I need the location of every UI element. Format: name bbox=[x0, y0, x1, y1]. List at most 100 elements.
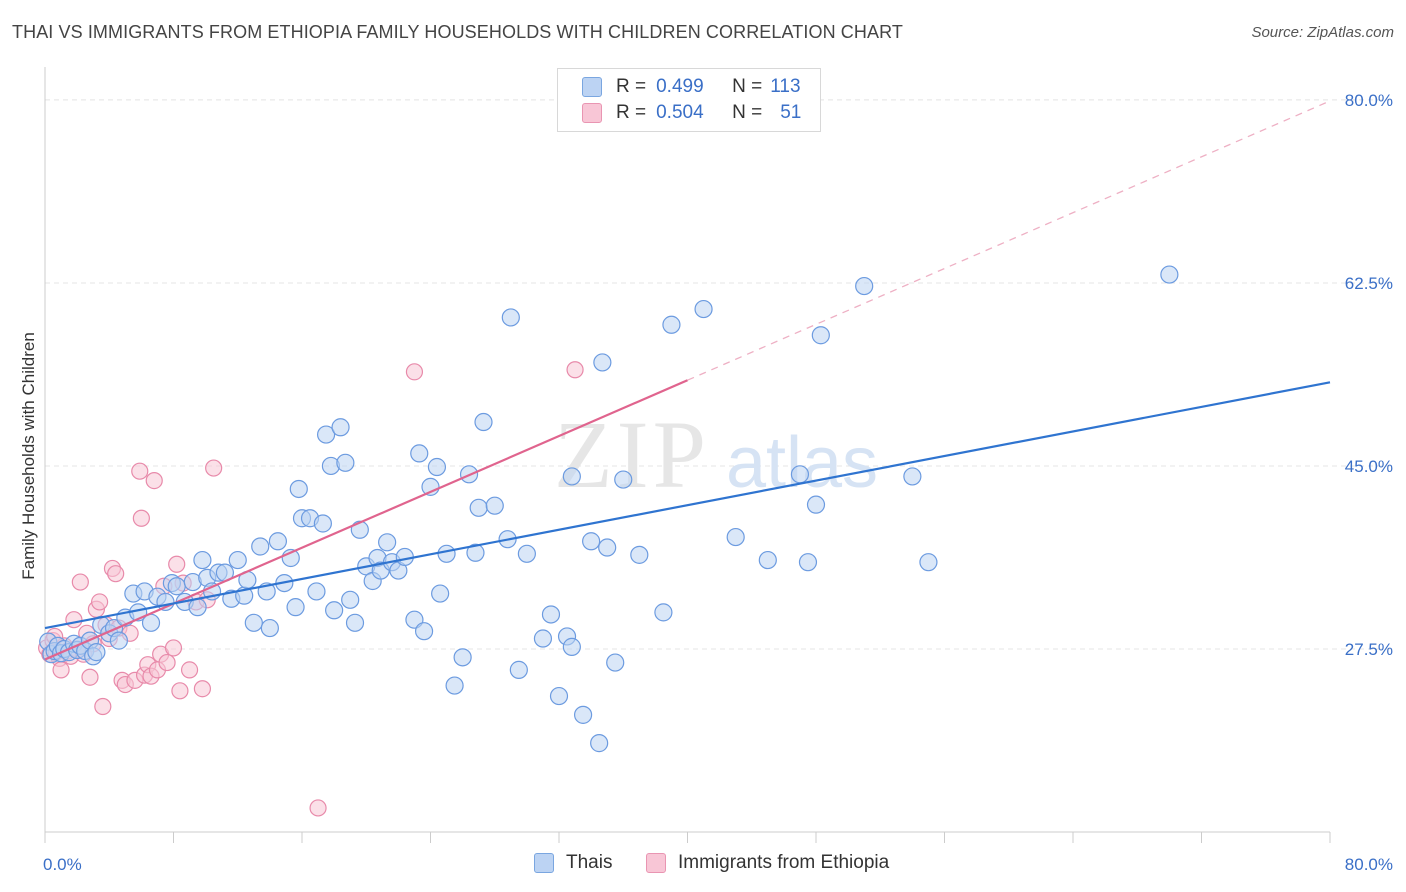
thai-point bbox=[798, 553, 818, 572]
thai-point bbox=[289, 479, 308, 499]
thai-point bbox=[606, 653, 625, 672]
ethiopia-point bbox=[168, 555, 186, 573]
thai-point bbox=[662, 315, 681, 334]
thai-point bbox=[790, 465, 810, 484]
thais-swatch bbox=[582, 77, 602, 97]
thai-point bbox=[341, 590, 360, 609]
r-label: R = bbox=[616, 102, 647, 123]
ethiopia-trendline-extension bbox=[687, 100, 1331, 381]
ethiopia-point bbox=[171, 682, 189, 700]
r-value: 0.499 bbox=[656, 76, 704, 97]
thai-point bbox=[855, 276, 874, 296]
thai-point bbox=[485, 496, 504, 515]
thai-point bbox=[582, 532, 601, 551]
n-value: 113 bbox=[770, 76, 801, 97]
thai-point bbox=[509, 660, 528, 679]
thai-point bbox=[244, 613, 263, 632]
ethiopia-point bbox=[94, 697, 112, 716]
thai-point bbox=[268, 532, 288, 551]
thai-point bbox=[307, 582, 326, 601]
thai-point bbox=[806, 495, 826, 514]
n-label: N = bbox=[732, 102, 763, 123]
x-tick-label: 0.0% bbox=[43, 855, 82, 874]
y-tick-label: 80.0% bbox=[1345, 91, 1393, 110]
thai-point bbox=[593, 353, 612, 372]
ethiopia-point bbox=[81, 668, 99, 686]
legend-item-thais: Thais bbox=[534, 852, 612, 874]
chart-title: THAI VS IMMIGRANTS FROM ETHIOPIA FAMILY … bbox=[12, 22, 903, 42]
ethiopia-point bbox=[145, 472, 163, 490]
series-legend: Thais Immigrants from Ethiopia bbox=[0, 852, 1406, 878]
watermark-zip: ZIP bbox=[554, 401, 710, 508]
thai-point bbox=[453, 648, 472, 667]
thai-point bbox=[501, 308, 520, 327]
thai-point bbox=[260, 618, 279, 638]
thai-point bbox=[1160, 265, 1179, 284]
r-value: 0.504 bbox=[656, 102, 704, 123]
thai-point bbox=[811, 326, 830, 345]
thai-point bbox=[562, 637, 581, 656]
ethiopia-point bbox=[91, 593, 109, 611]
watermark: ZIP atlas bbox=[554, 401, 878, 508]
thai-point bbox=[466, 543, 485, 562]
trendlines bbox=[44, 100, 1331, 661]
thai-point bbox=[469, 498, 488, 517]
thai-point bbox=[331, 418, 350, 437]
thai-point bbox=[517, 544, 536, 563]
thai-point bbox=[188, 598, 207, 617]
ethiopia-point bbox=[65, 611, 83, 629]
thai-point bbox=[345, 613, 365, 632]
y-tick-label: 62.5% bbox=[1345, 274, 1393, 293]
thai-point bbox=[414, 622, 434, 641]
thai-point bbox=[614, 470, 633, 489]
thai-point bbox=[598, 538, 617, 557]
thai-point bbox=[562, 467, 581, 486]
thai-point bbox=[410, 444, 429, 463]
thai-point bbox=[919, 553, 938, 572]
ethiopia-point bbox=[309, 799, 327, 817]
thai-point bbox=[336, 453, 355, 472]
ethiopia-point bbox=[566, 361, 584, 379]
legend-label-thais: Thais bbox=[566, 852, 613, 873]
thai-point bbox=[445, 676, 464, 695]
gridlines bbox=[45, 99, 1395, 650]
ethiopia-trendline bbox=[44, 379, 688, 661]
thai-point bbox=[251, 537, 270, 556]
thai-point bbox=[427, 457, 447, 477]
thai-point bbox=[903, 467, 922, 486]
ethiopia-swatch bbox=[646, 853, 666, 873]
thai-point bbox=[395, 547, 414, 567]
watermark-atlas: atlas bbox=[726, 423, 878, 503]
ethiopia-point bbox=[193, 680, 212, 698]
thai-point bbox=[378, 533, 397, 552]
thai-point bbox=[228, 550, 247, 570]
thai-trendline bbox=[44, 381, 1331, 630]
legend-item-ethiopia: Immigrants from Ethiopia bbox=[646, 852, 889, 874]
legend-label-ethiopia: Immigrants from Ethiopia bbox=[678, 852, 890, 873]
x-tick-labels: 0.0% 80.0% bbox=[43, 855, 1393, 874]
ethiopia-point bbox=[52, 661, 70, 679]
r-label: R = bbox=[616, 76, 647, 97]
thai-point bbox=[541, 605, 561, 624]
ethiopia-point bbox=[180, 661, 199, 679]
x-tick-label: 80.0% bbox=[1345, 855, 1393, 874]
thai-point bbox=[87, 643, 106, 662]
ethiopia-point bbox=[405, 363, 424, 381]
thai-point bbox=[573, 705, 593, 724]
ethiopia-swatch bbox=[582, 103, 602, 123]
thai-point bbox=[533, 629, 553, 648]
legend-row-thais: R = 0.499 N = 113 bbox=[582, 74, 801, 100]
n-label: N = bbox=[732, 76, 763, 97]
thai-point bbox=[431, 584, 450, 603]
thai-points bbox=[39, 265, 1179, 753]
ethiopia-point bbox=[71, 573, 89, 591]
legend-row-ethiopia: R = 0.504 N = 51 bbox=[582, 100, 801, 126]
thai-point bbox=[316, 425, 336, 444]
thai-point bbox=[630, 545, 649, 564]
ethiopia-point bbox=[132, 509, 150, 527]
thai-point bbox=[193, 550, 212, 570]
y-axis-label: Family Households with Children bbox=[19, 332, 38, 580]
y-tick-label: 27.5% bbox=[1345, 640, 1393, 659]
source-label: Source: ZipAtlas.com bbox=[1251, 24, 1394, 41]
